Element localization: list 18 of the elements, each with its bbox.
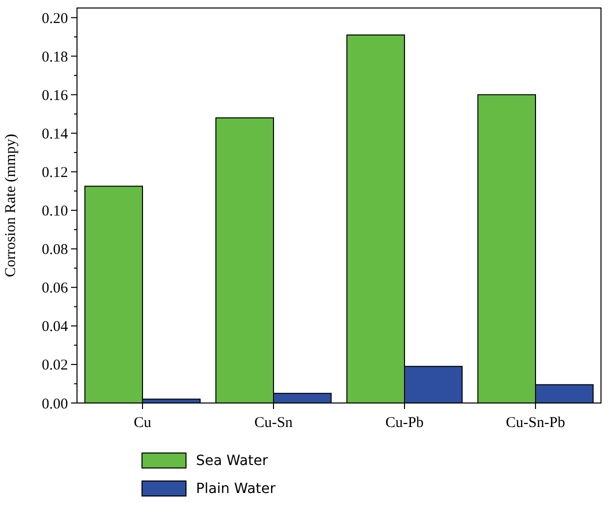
- y-tick-label: 0.02: [42, 358, 68, 374]
- y-tick-label: 0.20: [42, 10, 68, 27]
- y-tick-label: 0.18: [42, 49, 68, 66]
- y-tick-label: 0.06: [42, 280, 68, 297]
- legend-label: Sea Water: [196, 453, 268, 469]
- y-tick-label: 0.14: [42, 126, 68, 142]
- legend-label: Plain Water: [196, 481, 276, 497]
- y-axis-title: Corrosion Rate (mmpy): [3, 134, 19, 278]
- y-tick-label: 0.08: [42, 242, 68, 258]
- x-tick-label: Cu-Sn: [254, 415, 294, 431]
- x-tick-label: Cu-Sn-Pb: [506, 415, 566, 431]
- x-tick-label: Cu: [134, 415, 152, 431]
- y-tick-label: 0.00: [42, 396, 68, 412]
- y-tick-label: 0.12: [42, 165, 68, 182]
- y-tick-label: 0.16: [42, 88, 68, 104]
- x-tick-label: Cu-Pb: [385, 415, 424, 431]
- y-tick-label: 0.04: [42, 319, 68, 336]
- y-tick-label: 0.10: [42, 204, 68, 220]
